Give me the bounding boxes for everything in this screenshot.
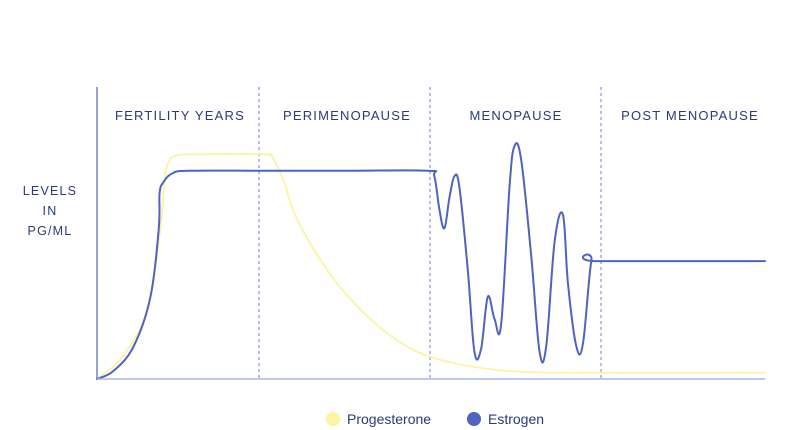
legend-item-progesterone: Progesterone	[326, 411, 431, 427]
phase-label-fertility-years: FERTILITY YEARS	[115, 108, 245, 123]
legend-label-estrogen: Estrogen	[488, 411, 544, 427]
y-axis-label-line-3: PG/ML	[28, 224, 73, 238]
legend-item-estrogen: Estrogen	[467, 411, 544, 427]
phase-labels: FERTILITY YEARS PERIMENOPAUSE MENOPAUSE …	[115, 108, 759, 123]
legend-swatch-progesterone	[326, 412, 340, 426]
series-line-progesterone	[96, 153, 766, 380]
legend: Progesterone Estrogen	[326, 411, 544, 427]
legend-label-progesterone: Progesterone	[347, 411, 431, 427]
legend-swatch-estrogen	[467, 412, 481, 426]
y-axis-label-line-2: IN	[43, 204, 58, 218]
series-line-estrogen	[96, 142, 766, 380]
y-axis-label-line-1: LEVELS	[23, 184, 77, 198]
phase-label-perimenopause: PERIMENOPAUSE	[283, 108, 411, 123]
phase-dividers	[258, 87, 602, 380]
phase-label-menopause: MENOPAUSE	[470, 108, 563, 123]
y-axis-label: LEVELS IN PG/ML	[23, 184, 77, 238]
phase-label-post-menopause: POST MENOPAUSE	[621, 108, 759, 123]
